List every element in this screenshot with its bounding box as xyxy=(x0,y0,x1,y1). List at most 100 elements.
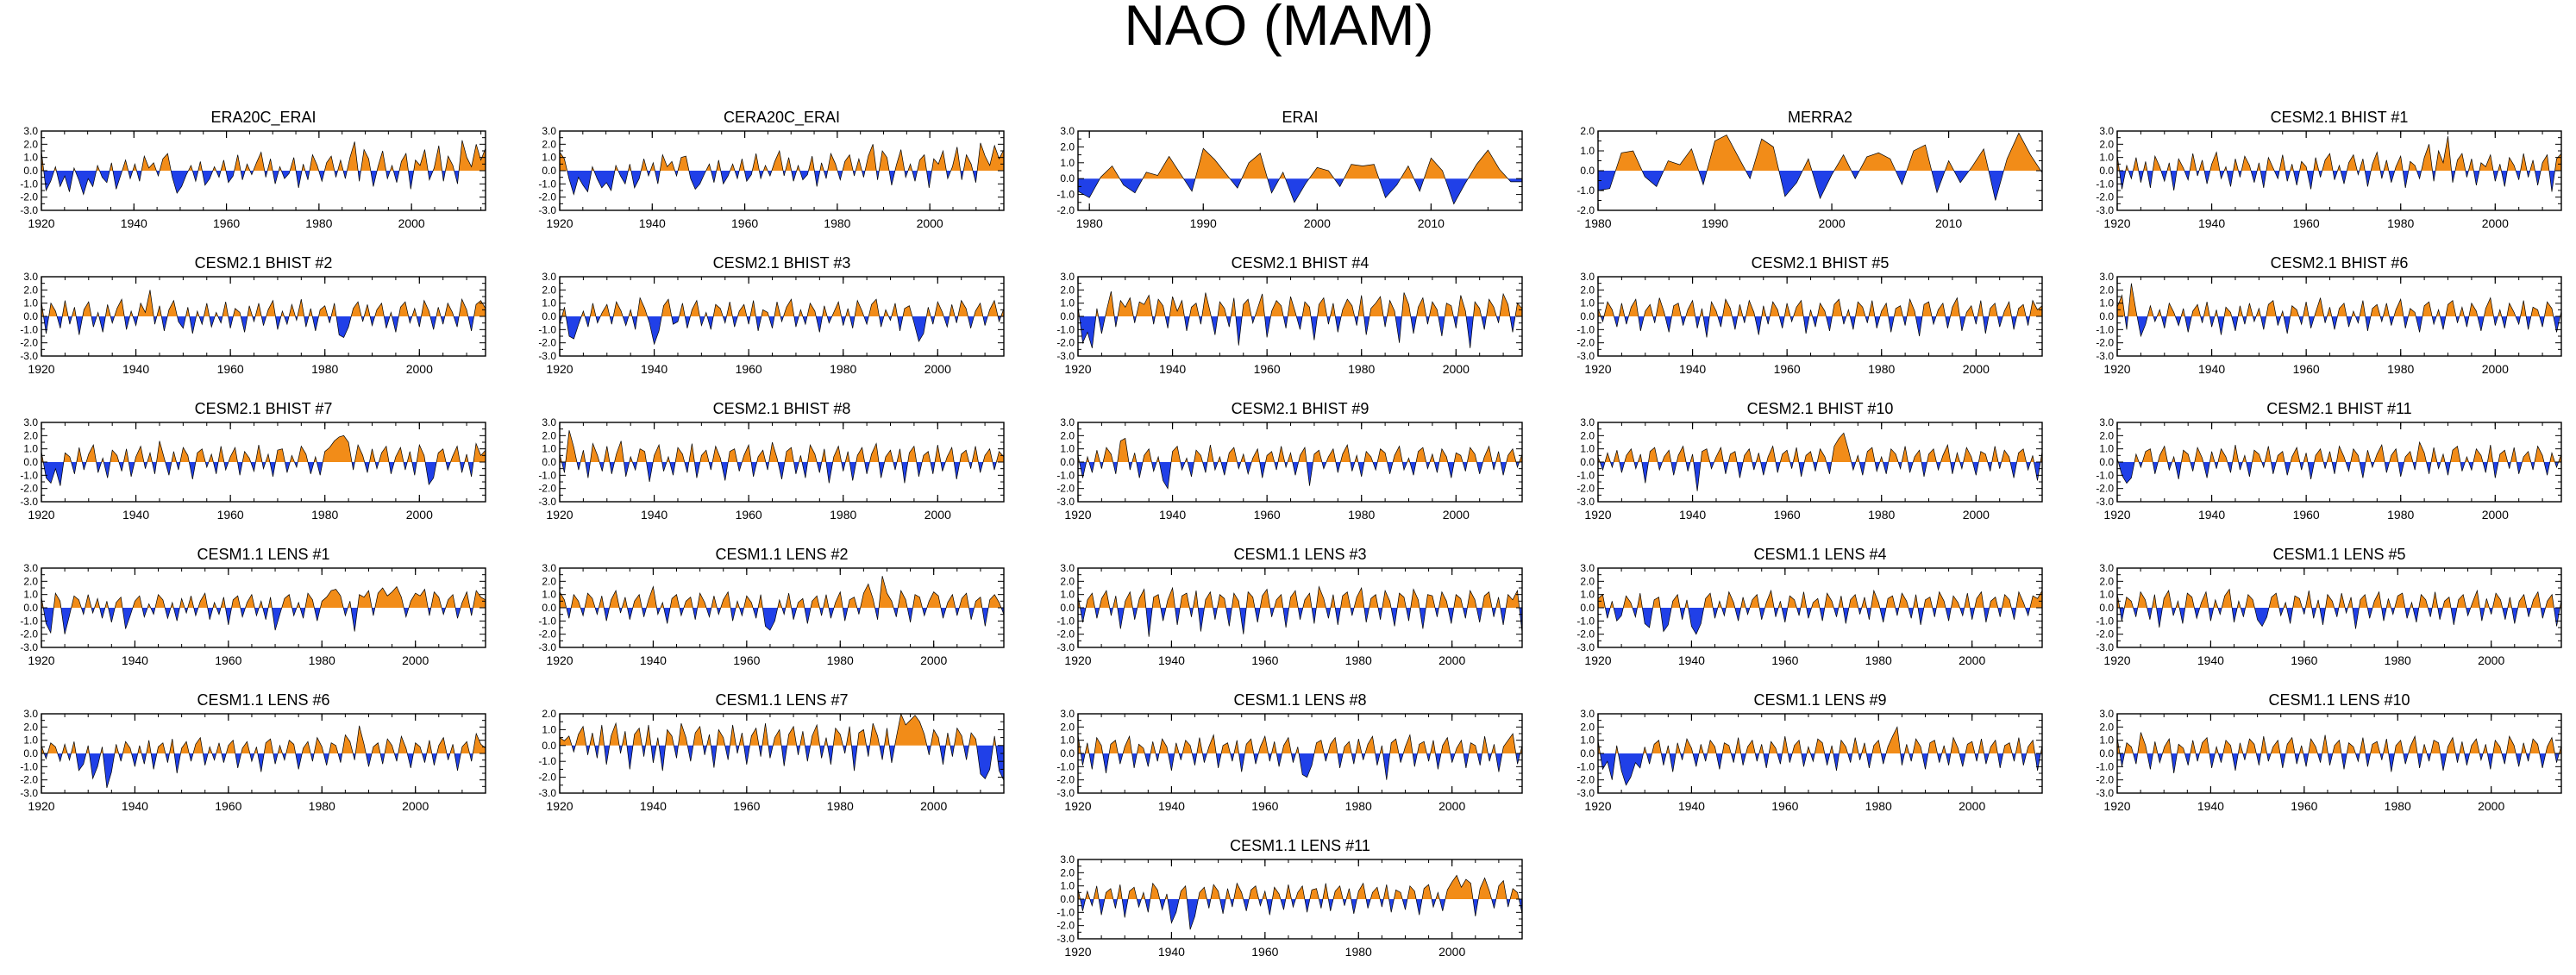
x-tick-label: 2000 xyxy=(1438,799,1465,813)
chart-panel: CESM2.1 BHIST #10 3.02.0 1.00.0-1.0 -2.0-3.… xyxy=(1576,400,2043,522)
x-tick-label: 1960 xyxy=(1254,508,1281,522)
y-tick-label: 1.0 xyxy=(2099,152,2114,164)
y-tick-label: -1.0 xyxy=(1576,184,1595,197)
y-tick-label: 3.0 xyxy=(1060,416,1075,428)
x-tick-label: 1920 xyxy=(28,799,54,813)
negative-area xyxy=(41,171,486,195)
y-tick-label: 1.0 xyxy=(542,723,556,735)
x-tick-label: 2000 xyxy=(2482,508,2509,522)
y-tick-label: 2.0 xyxy=(1060,141,1075,153)
x-tick-label: 1940 xyxy=(1679,508,1706,522)
negative-area xyxy=(41,462,486,486)
y-tick-label: 1.0 xyxy=(1580,734,1595,747)
x-tick-label: 1960 xyxy=(733,653,760,667)
y-tick-label: 1.0 xyxy=(1580,589,1595,601)
y-tick-label: 3.0 xyxy=(1580,416,1595,428)
y-tick-label: 0.0 xyxy=(23,165,38,177)
x-tick-label: 1980 xyxy=(1584,216,1611,230)
x-tick-label: 1960 xyxy=(1774,508,1801,522)
x-tick-label: 1960 xyxy=(1771,653,1798,667)
x-tick-label: 1980 xyxy=(830,362,856,376)
x-tick-label: 1940 xyxy=(122,508,149,522)
y-tick-label: 1.0 xyxy=(2099,443,2114,455)
series-line xyxy=(1077,291,1523,348)
y-tick-label: 2.0 xyxy=(1580,721,1595,733)
x-tick-label: 1960 xyxy=(1771,799,1798,813)
y-tick-label: 1.0 xyxy=(2099,297,2114,309)
x-tick-label: 1940 xyxy=(641,508,668,522)
negative-area xyxy=(1598,462,2042,491)
y-tick-label: 1.0 xyxy=(542,443,556,455)
y-tick-label: -1.0 xyxy=(538,469,556,481)
positive-area xyxy=(1078,875,1522,899)
y-tick-label: 2.0 xyxy=(1580,429,1595,441)
x-tick-label: 2000 xyxy=(1959,653,1985,667)
x-tick-label: 1980 xyxy=(311,362,338,376)
x-tick-label: 1940 xyxy=(122,362,149,376)
x-tick-label: 1960 xyxy=(1251,799,1278,813)
panel-title: CESM2.1 BHIST #4 xyxy=(1232,254,1369,272)
positive-area xyxy=(1598,727,2042,753)
x-tick-label: 1920 xyxy=(1064,945,1091,959)
positive-area xyxy=(560,297,1004,316)
y-tick-label: 2.0 xyxy=(23,575,38,587)
negative-area xyxy=(1598,753,2042,785)
x-tick-label: 2000 xyxy=(924,508,951,522)
negative-area xyxy=(2117,462,2561,484)
chart-panel: CESM2.1 BHIST #4 3.02.01.00.0-1.0 -2.0-3.0… xyxy=(1056,254,1523,376)
y-tick-label: 2.0 xyxy=(1060,575,1075,587)
y-tick-label: -3.0 xyxy=(2096,496,2114,508)
x-tick-label: 1940 xyxy=(1159,362,1186,376)
series-line xyxy=(1077,437,1523,490)
x-tick-label: 1980 xyxy=(824,216,850,230)
x-tick-label: 1980 xyxy=(1345,653,1372,667)
x-tick-label: 1980 xyxy=(2387,362,2414,376)
x-tick-label: 1960 xyxy=(1774,362,1801,376)
chart-panel: CESM1.1 LENS #23.02.01.00.0-1.0-2.0-3.01… xyxy=(538,546,1005,667)
y-tick-label: 2.0 xyxy=(2099,429,2114,441)
series-line xyxy=(41,725,486,788)
chart-panel: CESM2.1 BHIST #9 3.02.0 1.00.0-1.0 -2.0-3.0… xyxy=(1056,400,1523,522)
y-tick-label: -1.0 xyxy=(538,615,556,627)
chart-panel: CESM2.1 BHIST #7 3.02.0 1.00.0-1.0 -2.0-3.0… xyxy=(20,400,486,522)
y-tick-label: -2.0 xyxy=(538,628,556,641)
x-tick-label: 1980 xyxy=(1865,653,1892,667)
negative-area xyxy=(2117,753,2561,773)
y-tick-label: 0.0 xyxy=(2099,747,2114,759)
x-tick-label: 1960 xyxy=(1251,653,1278,667)
positive-area xyxy=(41,586,486,608)
x-tick-label: 1920 xyxy=(28,362,54,376)
y-tick-label: -1.0 xyxy=(20,615,38,627)
y-tick-label: 2.0 xyxy=(1580,284,1595,296)
x-tick-label: 1940 xyxy=(1159,508,1186,522)
x-tick-label: 1940 xyxy=(2197,653,2224,667)
x-tick-label: 1960 xyxy=(217,362,244,376)
x-tick-label: 2000 xyxy=(1438,945,1465,959)
chart-panel: CESM2.1 BHIST #8 3.02.0 1.00.0-1.0 -2.0-3.0… xyxy=(538,400,1005,522)
chart-panel: CESM2.1 BHIST #5 3.02.01.00.0-1.0 -2.0-3.0… xyxy=(1576,254,2043,376)
y-tick-label: -2.0 xyxy=(1056,774,1075,786)
x-tick-label: 1980 xyxy=(1348,508,1375,522)
y-tick-label: -3.0 xyxy=(1576,641,1595,653)
y-tick-label: -3.0 xyxy=(1056,350,1075,362)
y-tick-label: -3.0 xyxy=(538,641,556,653)
x-tick-label: 1920 xyxy=(546,799,573,813)
x-tick-label: 1960 xyxy=(213,216,240,230)
y-tick-label: 3.0 xyxy=(2099,708,2114,720)
y-tick-label: 3.0 xyxy=(2099,125,2114,137)
x-tick-label: 1920 xyxy=(2103,508,2130,522)
y-tick-label: -2.0 xyxy=(20,191,38,203)
series-line xyxy=(1597,726,2043,786)
y-tick-label: 3.0 xyxy=(1060,708,1075,720)
x-tick-label: 1960 xyxy=(2293,508,2320,522)
panel-title: ERA20C_ERAI xyxy=(210,109,316,127)
y-tick-label: -3.0 xyxy=(1576,787,1595,799)
y-tick-label: -2.0 xyxy=(2096,337,2114,349)
chart-panel: CESM1.1 LENS #13.02.01.00.0-1.0-2.0-3.01… xyxy=(20,546,486,667)
chart-panel: CESM1.1 LENS #10 3.02.01.00.0-1.0 -2.0-3.0… xyxy=(2096,691,2562,813)
y-tick-label: -1.0 xyxy=(1576,469,1595,481)
y-tick-label: 0.0 xyxy=(23,747,38,759)
y-tick-label: -2.0 xyxy=(1576,483,1595,495)
y-tick-label: -3.0 xyxy=(20,204,38,216)
y-tick-label: 1.0 xyxy=(2099,589,2114,601)
